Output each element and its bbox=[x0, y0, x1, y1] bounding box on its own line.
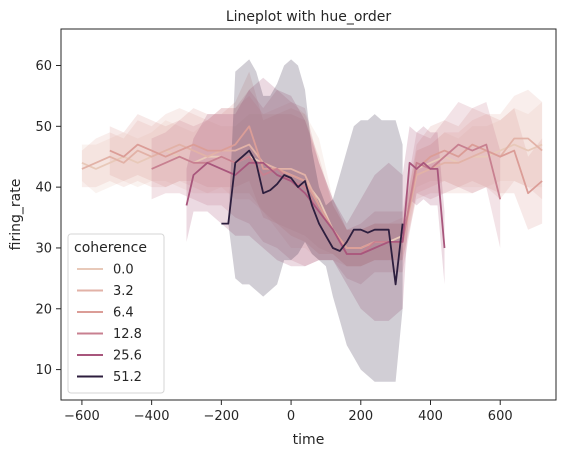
y-tick-label: 20 bbox=[35, 302, 52, 317]
band-series-0 bbox=[81, 102, 543, 267]
legend-label: 3.2 bbox=[113, 284, 134, 299]
y-tick-label: 10 bbox=[35, 363, 52, 378]
legend-label: 0.0 bbox=[113, 263, 134, 278]
y-tick-label: 40 bbox=[35, 181, 52, 196]
x-tick-label: 0 bbox=[287, 409, 295, 424]
band-series-3 bbox=[151, 89, 501, 285]
line-series-4 bbox=[185, 161, 446, 255]
legend-title: coherence bbox=[74, 240, 147, 256]
x-tick-label: 200 bbox=[348, 409, 373, 424]
x-tick-label: −600 bbox=[64, 409, 100, 424]
x-axis-label: time bbox=[293, 432, 325, 448]
series-lines bbox=[81, 125, 543, 286]
legend: coherence 0.0 3.2 6.4 12.8 25.6 51.2 bbox=[67, 233, 165, 394]
legend-label: 12.8 bbox=[113, 327, 142, 342]
x-tick-label: 400 bbox=[418, 409, 443, 424]
y-axis-label: firing_rate bbox=[8, 179, 24, 251]
y-tick-label: 50 bbox=[35, 120, 52, 135]
band-series-5 bbox=[221, 59, 403, 382]
chart-title: Lineplot with hue_order bbox=[226, 9, 392, 25]
legend-items: 0.0 3.2 6.4 12.8 25.6 51.2 bbox=[77, 263, 142, 385]
legend-label: 6.4 bbox=[113, 306, 134, 321]
y-tick-label: 30 bbox=[35, 241, 52, 256]
line-series-5 bbox=[221, 149, 404, 286]
x-tick-label: −200 bbox=[203, 409, 239, 424]
band-series-1 bbox=[81, 89, 543, 267]
plot-frame bbox=[60, 28, 557, 401]
y-axis-ticks: 10 20 30 40 50 60 bbox=[35, 59, 61, 378]
legend-label: 25.6 bbox=[113, 349, 142, 364]
line-series-2 bbox=[109, 125, 543, 249]
x-tick-label: −400 bbox=[134, 409, 170, 424]
x-axis-ticks: −600 −400 −200 0 200 400 600 bbox=[64, 400, 513, 424]
band-series-2 bbox=[109, 71, 543, 267]
legend-label: 51.2 bbox=[113, 370, 142, 385]
legend-box bbox=[67, 233, 165, 394]
y-tick-label: 60 bbox=[35, 59, 52, 74]
x-tick-label: 600 bbox=[488, 409, 513, 424]
